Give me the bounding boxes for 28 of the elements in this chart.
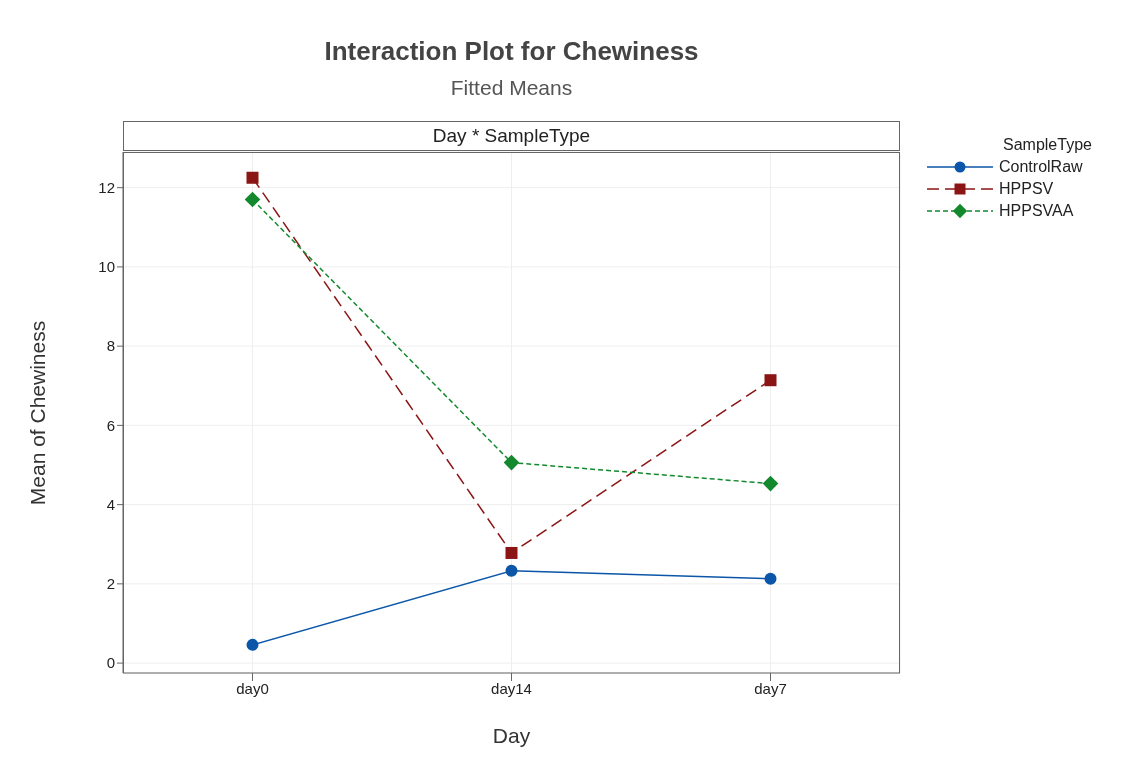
point [505, 564, 518, 577]
legend-label: HPPSVAA [999, 202, 1074, 220]
legend-label: ControlRaw [999, 158, 1083, 176]
point [246, 638, 259, 651]
chart-title: Interaction Plot for Chewiness [323, 36, 700, 67]
y-tick-label: 6 [106, 416, 115, 434]
y-tick-label: 0 [106, 654, 115, 672]
point [764, 572, 777, 585]
point [244, 191, 261, 208]
x-tick-label: day14 [491, 679, 532, 697]
chart-subtitle: Fitted Means [449, 76, 574, 100]
x-tick-label: day7 [754, 679, 787, 697]
x-tick-label: day0 [236, 679, 269, 697]
y-tick-label: 4 [106, 495, 115, 513]
x-axis-title: Day [491, 724, 532, 748]
point [762, 475, 779, 492]
y-tick-label: 12 [98, 178, 115, 196]
point [246, 171, 259, 184]
point [505, 546, 518, 559]
legend-title: SampleType [1003, 136, 1092, 154]
text: Day * SampleType [123, 121, 900, 151]
y-axis-title: Mean of Chewiness [26, 320, 50, 505]
y-tick-label: 2 [106, 575, 115, 593]
point [503, 454, 520, 471]
legend-label: HPPSV [999, 180, 1054, 198]
point [764, 374, 777, 387]
y-tick-label: 10 [98, 258, 115, 276]
y-tick-label: 8 [106, 337, 115, 355]
